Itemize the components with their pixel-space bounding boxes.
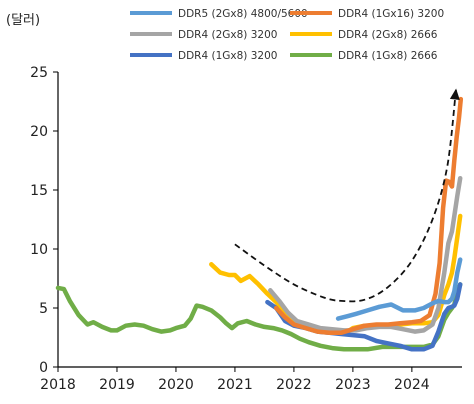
legend-label-ddr4-1gx8-2666: DDR4 (1Gx8) 2666 [338,50,438,62]
series-line-ddr4-2gx8-2666 [209,213,463,337]
legend-label-ddr4-1gx8-3200: DDR4 (1Gx8) 3200 [178,50,277,62]
trend-layer [234,88,460,303]
series-line-ddr5-2gx8-4800-5600 [335,257,463,321]
trend-arrow-line [234,88,457,303]
legend-label-ddr4-1gx16-3200: DDR4 (1Gx16) 3200 [338,8,444,20]
series-layer [55,96,464,352]
x-tick-label: 2023 [335,377,371,393]
series-line-ddr4-1gx16-3200 [273,96,464,336]
y-tick-label: 25 [30,65,48,81]
x-tick-label: 2019 [99,377,135,393]
series-line-ddr4-1gx8-3200 [265,282,463,352]
y-tick-label: 10 [30,242,48,258]
x-tick-label: 2018 [40,377,76,393]
y-tick-label: 5 [39,301,48,317]
y-tick-label: 20 [30,124,48,140]
y-tick-label: 15 [30,183,48,199]
trend-arrow-head [449,88,460,100]
x-tick-label: 2021 [217,377,253,393]
series-line-ddr4-2gx8-3200 [268,175,463,334]
legend-label-ddr4-2gx8-3200: DDR4 (2Gx8) 3200 [178,29,277,41]
x-tick-label: 2022 [276,377,312,393]
y-tick-label: 0 [39,360,48,376]
legend: DDR5 (2Gx8) 4800/5600 DDR4 (1Gx16) 3200 DD… [130,8,444,62]
x-tick-label: 2020 [158,377,194,393]
axes: 0 5 10 15 20 25 2018 2019 2020 2021 2022 2023 2024 [30,65,462,393]
unit-label: (달러) [6,13,40,28]
series-line-ddr4-1gx8-2666 [55,282,463,352]
legend-label-ddr5-2gx8-4800-5600: DDR5 (2Gx8) 4800/5600 [178,8,308,20]
legend-label-ddr4-2gx8-2666: DDR4 (2Gx8) 2666 [338,29,438,41]
x-tick-label: 2024 [394,377,430,393]
